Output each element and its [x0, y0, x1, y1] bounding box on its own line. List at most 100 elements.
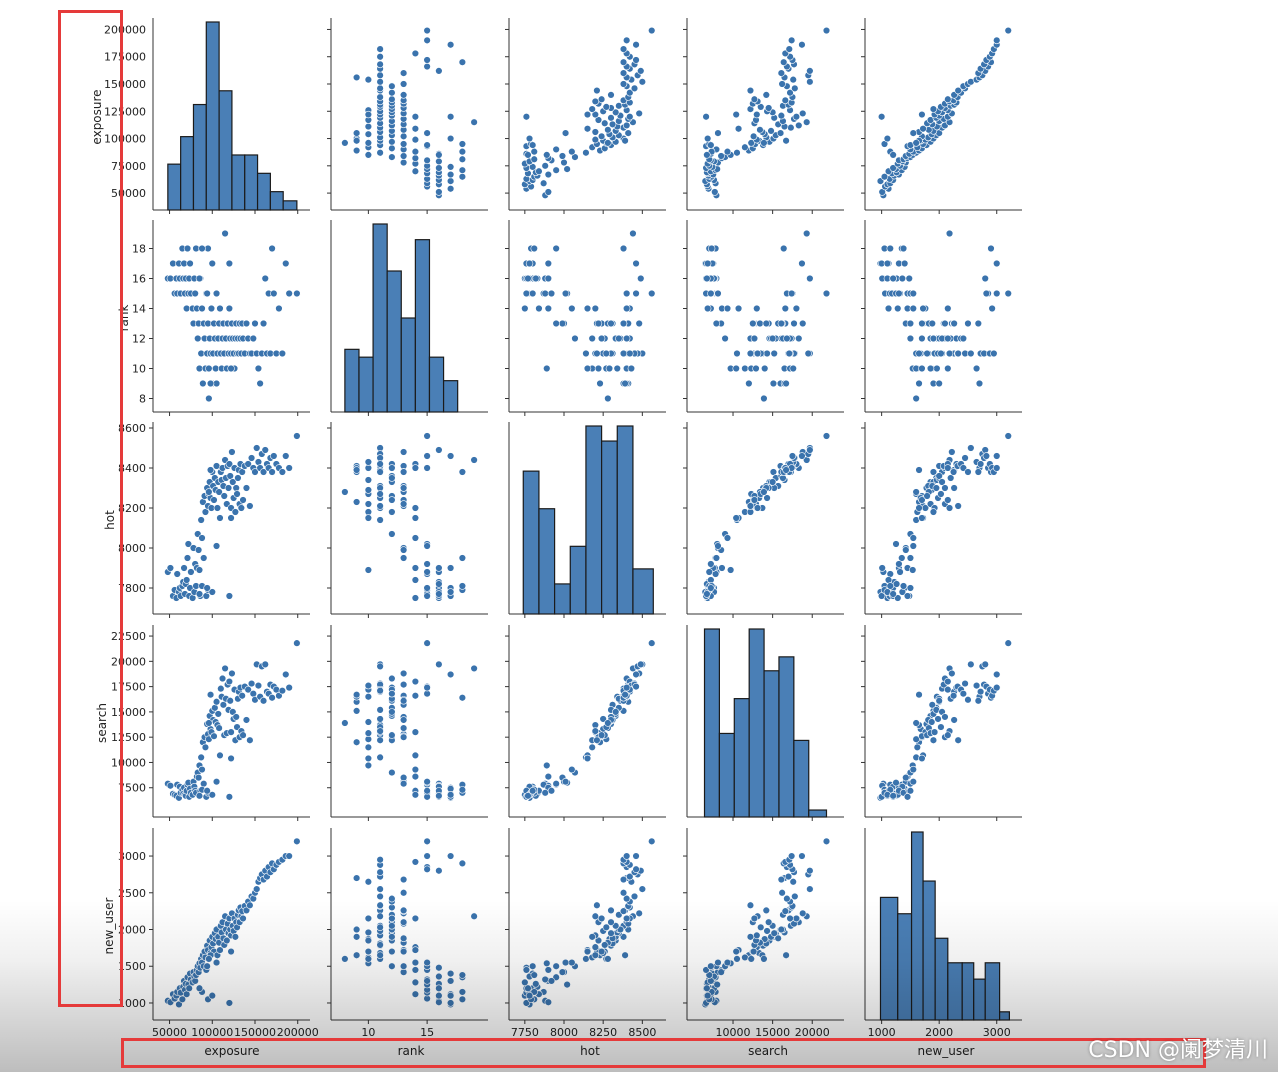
- scatter-point-search-exposure-78: [238, 692, 246, 700]
- scatter-point-hot-search-112: [714, 542, 722, 550]
- scatter-point-search-new_user-92: [981, 660, 989, 669]
- scatter-point-new_user-rank-33: [399, 962, 408, 970]
- scatter-point-rank-exposure-39: [205, 364, 213, 373]
- scatter-point-search-new_user-71: [941, 713, 949, 721]
- scatter-point-rank-search-88: [789, 364, 797, 373]
- hist-bar-search-4: [763, 670, 780, 818]
- scatter-point-exposure-new_user-113: [918, 110, 926, 119]
- scatter-point-search-new_user-35: [913, 743, 922, 751]
- scatter-point-search-rank-75: [399, 733, 408, 741]
- scatter-point-search-new_user-85: [959, 689, 968, 698]
- scatter-point-rank-hot-42: [591, 304, 600, 313]
- scatter-point-rank-new_user-33: [906, 319, 915, 328]
- scatter-point-hot-rank-36: [423, 592, 431, 600]
- scatter-point-new_user-rank-54: [364, 928, 373, 937]
- scatter-point-exposure-rank-34: [388, 144, 396, 153]
- scatter-point-new_user-rank-86: [399, 889, 408, 897]
- scatter-point-rank-hot-92: [637, 274, 645, 283]
- scatter-point-hot-new_user-23: [895, 560, 903, 568]
- scatter-point-new_user-rank-49: [376, 951, 384, 959]
- scatter-point-exposure-search-86: [778, 80, 786, 88]
- column-axis-labels: exposure rank hot search new_user: [204, 1044, 974, 1058]
- scatter-point-new_user-exposure-52: [216, 946, 224, 954]
- scatter-point-search-exposure-31: [198, 765, 206, 774]
- ytick-label-rank-1: 10: [132, 363, 146, 376]
- scatter-point-rank-new_user-110: [915, 379, 923, 388]
- scatter-point-new_user-search-70: [746, 933, 755, 941]
- ytick-label-hot-3: 8400: [118, 462, 146, 475]
- scatter-point-search-new_user-39: [912, 735, 920, 743]
- scatter-point-search-rank-47: [364, 718, 373, 726]
- scatter-point-rank-hot-109: [528, 289, 537, 298]
- scatter-point-new_user-rank-77: [376, 912, 384, 920]
- scatter-point-search-new_user-16: [892, 778, 900, 787]
- panel-hot-vs-exposure: [149, 422, 310, 618]
- scatter-point-hot-exposure-97: [270, 452, 278, 460]
- scatter-point-hot-rank-110: [352, 466, 361, 474]
- scatter-point-new_user-rank-69: [364, 914, 373, 923]
- scatter-point-hot-exposure-113: [227, 514, 235, 522]
- scatter-point-search-rank-43: [352, 707, 361, 715]
- ytick-label-search-2: 12500: [111, 731, 146, 744]
- scatter-point-rank-new_user-56: [928, 319, 936, 328]
- scatter-point-exposure-search-82: [786, 89, 794, 97]
- scatter-point-hot-rank-32: [352, 498, 361, 506]
- scatter-point-search-new_user-79: [944, 731, 952, 739]
- hist-bar-exposure-8: [269, 191, 284, 211]
- scatter-point-new_user-search-84: [791, 892, 799, 901]
- scatter-point-search-rank-91: [399, 697, 408, 705]
- scatter-point-exposure-rank-2: [446, 185, 455, 193]
- scatter-point-exposure-search-50: [767, 127, 775, 135]
- hist-bar-exposure-3: [205, 21, 220, 211]
- scatter-point-hot-exposure-63: [225, 460, 234, 468]
- scatter-point-new_user-rank-31: [411, 958, 420, 967]
- scatter-point-hot-exposure-100: [278, 468, 287, 476]
- scatter-point-new_user-search-16: [713, 980, 721, 989]
- scatter-point-hot-rank-27: [399, 546, 408, 554]
- scatter-point-new_user-rank-39: [364, 955, 373, 963]
- scatter-point-exposure-search-88: [789, 75, 797, 84]
- scatter-point-rank-new_user-60: [926, 364, 935, 373]
- scatter-point-exposure-hot-104: [522, 113, 531, 121]
- scatter-point-new_user-search-56: [774, 934, 782, 943]
- scatter-point-new_user-search-86: [778, 889, 786, 897]
- scatter-point-exposure-search-81: [762, 91, 770, 99]
- scatter-point-hot-exposure-107: [208, 588, 216, 596]
- scatter-point-rank-exposure-85: [249, 334, 257, 343]
- scatter-point-exposure-hot-15: [552, 166, 560, 174]
- hist-bar-new_user-9: [999, 1011, 1010, 1021]
- hist-bar-exposure-1: [180, 136, 195, 211]
- scatter-point-new_user-hot-91: [619, 875, 628, 884]
- bottom-tick-labels: 50000 100000 150000 200000 10 15 7750 8000 8250 8…: [152, 1026, 1011, 1039]
- scatter-point-hot-exposure-67: [229, 478, 237, 486]
- scatter-point-rank-new_user-107: [883, 259, 892, 268]
- panel-rank-vs-rank: [330, 220, 488, 416]
- scatter-point-search-rank-66: [399, 669, 408, 678]
- hist-bar-rank-4: [400, 317, 416, 413]
- scatter-point-hot-exposure-28: [195, 566, 204, 574]
- scatter-point-exposure-rank-96: [458, 58, 467, 66]
- scatter-point-exposure-rank-21: [399, 158, 408, 167]
- scatter-point-search-exposure-110: [206, 691, 215, 699]
- scatter-point-rank-search-81: [762, 319, 770, 328]
- scatter-point-new_user-rank-97: [423, 865, 431, 873]
- scatter-point-search-rank-28: [364, 761, 373, 770]
- scatter-point-rank-search-85: [783, 334, 791, 343]
- scatter-point-exposure-rank-15: [458, 166, 467, 174]
- scatter-point-hot-search-33: [712, 554, 721, 562]
- scatter-point-search-exposure-81: [242, 716, 251, 724]
- scatter-point-new_user-hot-110: [621, 951, 629, 959]
- scatter-point-new_user-search-71: [764, 918, 773, 926]
- scatter-point-exposure-hot-49: [591, 128, 600, 136]
- scatter-point-rank-search-112: [714, 289, 722, 298]
- scatter-point-exposure-rank-31: [411, 147, 420, 156]
- scatter-point-exposure-search-1: [711, 188, 719, 196]
- scatter-point-exposure-hot-14: [535, 167, 543, 175]
- scatter-point-rank-new_user-106: [886, 244, 894, 253]
- scatter-point-exposure-hot-109: [528, 141, 537, 149]
- scatter-point-search-rank-25: [411, 772, 420, 781]
- panel-rank-vs-exposure: [149, 220, 310, 416]
- scatter-point-hot-new_user-57: [923, 492, 931, 500]
- hist-bar-new_user-1: [897, 913, 913, 1021]
- xtick-label-new_user-1: 2000: [925, 1026, 953, 1039]
